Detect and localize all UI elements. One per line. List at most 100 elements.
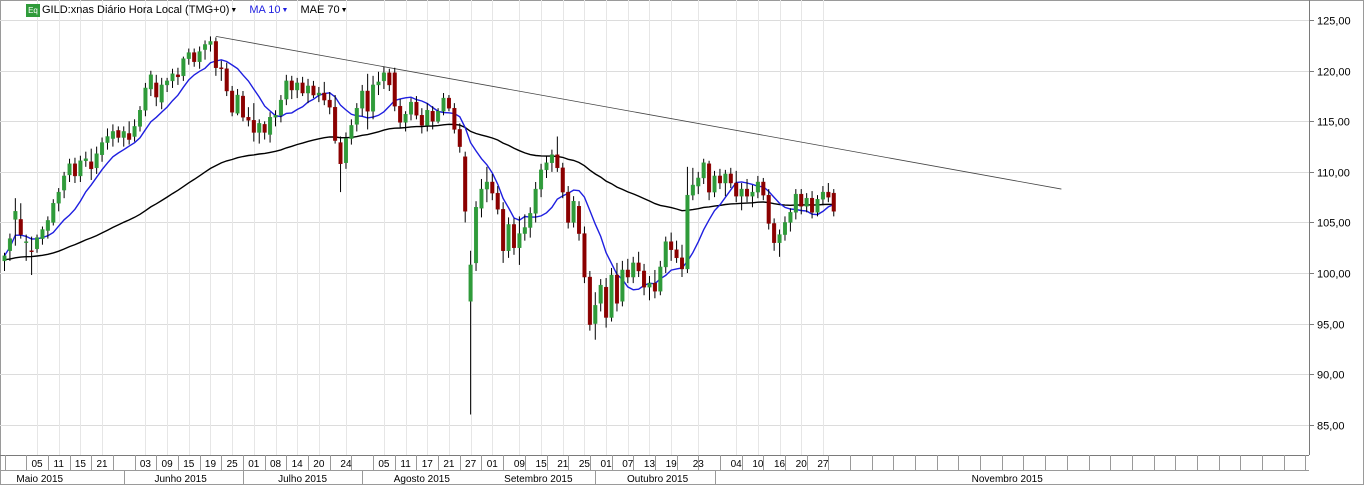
candle: [349, 119, 354, 145]
candle: [105, 128, 110, 150]
x-month-label: Agosto 2015: [394, 474, 451, 485]
mae-70-dropdown-icon[interactable]: ▼: [340, 6, 348, 14]
y-tick-label: 105,00: [1317, 218, 1351, 230]
ma-10-dropdown-icon[interactable]: ▼: [281, 6, 289, 14]
x-day-label: 25: [227, 459, 239, 470]
x-day-label: 19: [205, 459, 217, 470]
candle: [674, 240, 679, 263]
candle-body-down: [511, 224, 516, 248]
candle-body-up: [83, 158, 88, 161]
candle-body-up: [517, 233, 522, 248]
x-day-label: 20: [796, 459, 808, 470]
y-tick-label: 100,00: [1317, 269, 1351, 281]
candle: [300, 76, 305, 97]
candle: [316, 86, 321, 103]
candle: [745, 178, 750, 203]
candle: [398, 99, 403, 129]
candle: [284, 74, 289, 106]
mae-70-layer: [4, 123, 834, 261]
candle-body-up: [186, 52, 191, 59]
candle-body-up: [306, 85, 311, 94]
mae-70-label[interactable]: MAE 70: [300, 4, 340, 16]
x-day-label: 27: [465, 459, 477, 470]
candle: [625, 258, 630, 284]
x-axis: 05 11 15 21 03 09 15 19 25 01 08 14 20 24 05 11 17 21 27 01…: [0, 455, 1309, 485]
candle: [517, 216, 522, 265]
candle: [83, 151, 88, 167]
candle: [148, 70, 153, 97]
candle: [121, 126, 126, 147]
symbol-dropdown-icon[interactable]: ▼: [230, 6, 238, 14]
candle-body-up: [663, 241, 668, 268]
candle-body-up: [7, 238, 12, 251]
candle: [777, 229, 782, 257]
candle: [159, 77, 164, 110]
candle: [110, 124, 115, 147]
x-day-label: 14: [292, 459, 304, 470]
candle: [555, 136, 560, 172]
candle-body-down: [761, 181, 766, 196]
candle-body-down: [116, 130, 121, 138]
candle-body-down: [127, 133, 132, 140]
candle-body-up: [750, 191, 755, 197]
candle: [712, 170, 717, 198]
candle: [392, 67, 397, 112]
x-day-label: 01: [487, 459, 499, 470]
candle: [62, 171, 67, 199]
mae-70-line: [4, 123, 834, 261]
candle: [143, 82, 148, 117]
candle-body-up: [257, 123, 262, 133]
candle-body-up: [506, 224, 511, 251]
candle-body-up: [132, 126, 137, 137]
x-day-label: 08: [270, 459, 282, 470]
candle: [419, 108, 424, 134]
candle-body-down: [246, 117, 251, 121]
candle-body-up: [701, 162, 706, 179]
candle: [94, 146, 99, 174]
candle-body-down: [72, 163, 77, 177]
candle-body-up: [354, 107, 359, 125]
symbol-label[interactable]: GILD:xnas Diário Hora Local (TMG+0): [42, 4, 230, 16]
candle-body-up: [100, 142, 105, 155]
candle: [701, 158, 706, 185]
candle: [728, 167, 733, 189]
candle: [799, 189, 804, 215]
candle: [376, 71, 381, 96]
candle: [474, 201, 479, 271]
x-month-label: Junho 2015: [155, 474, 208, 485]
candle: [311, 80, 316, 99]
candle: [468, 250, 473, 415]
candle-body-down: [398, 105, 403, 123]
candle-body-down: [680, 257, 685, 270]
x-month-label: Maio 2015: [16, 474, 63, 485]
candle: [652, 269, 657, 299]
candle-body-up: [712, 175, 717, 193]
symbol-badge-icon[interactable]: Eq: [26, 3, 40, 17]
candle-body-up: [349, 125, 354, 139]
x-day-label: 23: [693, 459, 705, 470]
y-tick-label: 85,00: [1317, 421, 1345, 433]
x-day-label: 15: [183, 459, 195, 470]
candle: [669, 232, 674, 261]
candle-body-down: [587, 276, 592, 325]
candle: [289, 75, 294, 100]
x-day-label: 11: [54, 459, 65, 470]
candle: [127, 121, 132, 145]
candle-body-up: [148, 74, 153, 90]
candle-body-up: [409, 101, 414, 115]
candle: [501, 202, 506, 263]
ma-10-label[interactable]: MA 10: [249, 4, 281, 16]
candle-body-up: [94, 153, 99, 169]
x-day-label: 10: [752, 459, 764, 470]
candle: [734, 170, 739, 203]
candle: [598, 279, 603, 312]
candle: [766, 189, 771, 230]
candle: [544, 155, 549, 178]
candle-body-up: [788, 212, 793, 223]
candle: [354, 103, 359, 132]
candle: [663, 236, 668, 273]
candle: [165, 77, 170, 93]
